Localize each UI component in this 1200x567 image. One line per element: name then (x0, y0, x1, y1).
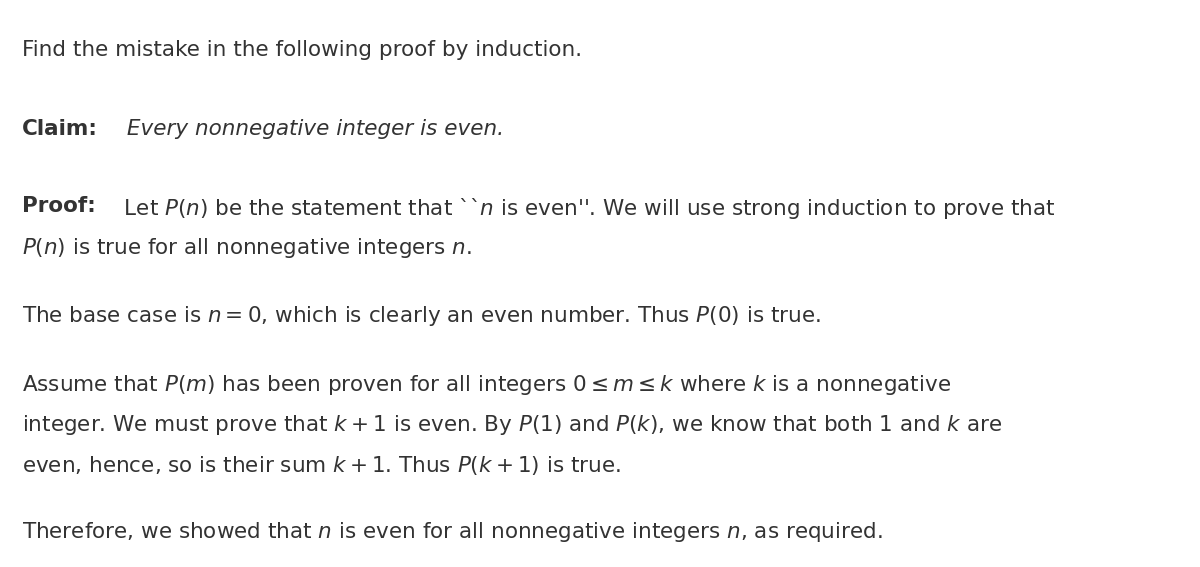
Text: even, hence, so is their sum $k + 1$. Thus $P(k+1)$ is true.: even, hence, so is their sum $k + 1$. Th… (22, 454, 620, 477)
Text: Claim:: Claim: (22, 119, 97, 139)
Text: Proof:: Proof: (22, 196, 95, 215)
Text: Every nonnegative integer is even.: Every nonnegative integer is even. (120, 119, 504, 139)
Text: Assume that $P(m)$ has been proven for all integers $0 \leq m \leq k$ where $k$ : Assume that $P(m)$ has been proven for a… (22, 373, 950, 396)
Text: $P(n)$ is true for all nonnegative integers $n$.: $P(n)$ is true for all nonnegative integ… (22, 236, 472, 260)
Text: Find the mistake in the following proof by induction.: Find the mistake in the following proof … (22, 40, 582, 60)
Text: Let $P(n)$ be the statement that ``$n$ is even''. We will use strong induction t: Let $P(n)$ be the statement that ``$n$ i… (116, 196, 1056, 221)
Text: The base case is $n = 0$, which is clearly an even number. Thus $P(0)$ is true.: The base case is $n = 0$, which is clear… (22, 304, 821, 328)
Text: Therefore, we showed that $n$ is even for all nonnegative integers $n$, as requi: Therefore, we showed that $n$ is even fo… (22, 520, 882, 544)
Text: integer. We must prove that $k + 1$ is even. By $P(1)$ and $P(k)$, we know that : integer. We must prove that $k + 1$ is e… (22, 413, 1002, 437)
